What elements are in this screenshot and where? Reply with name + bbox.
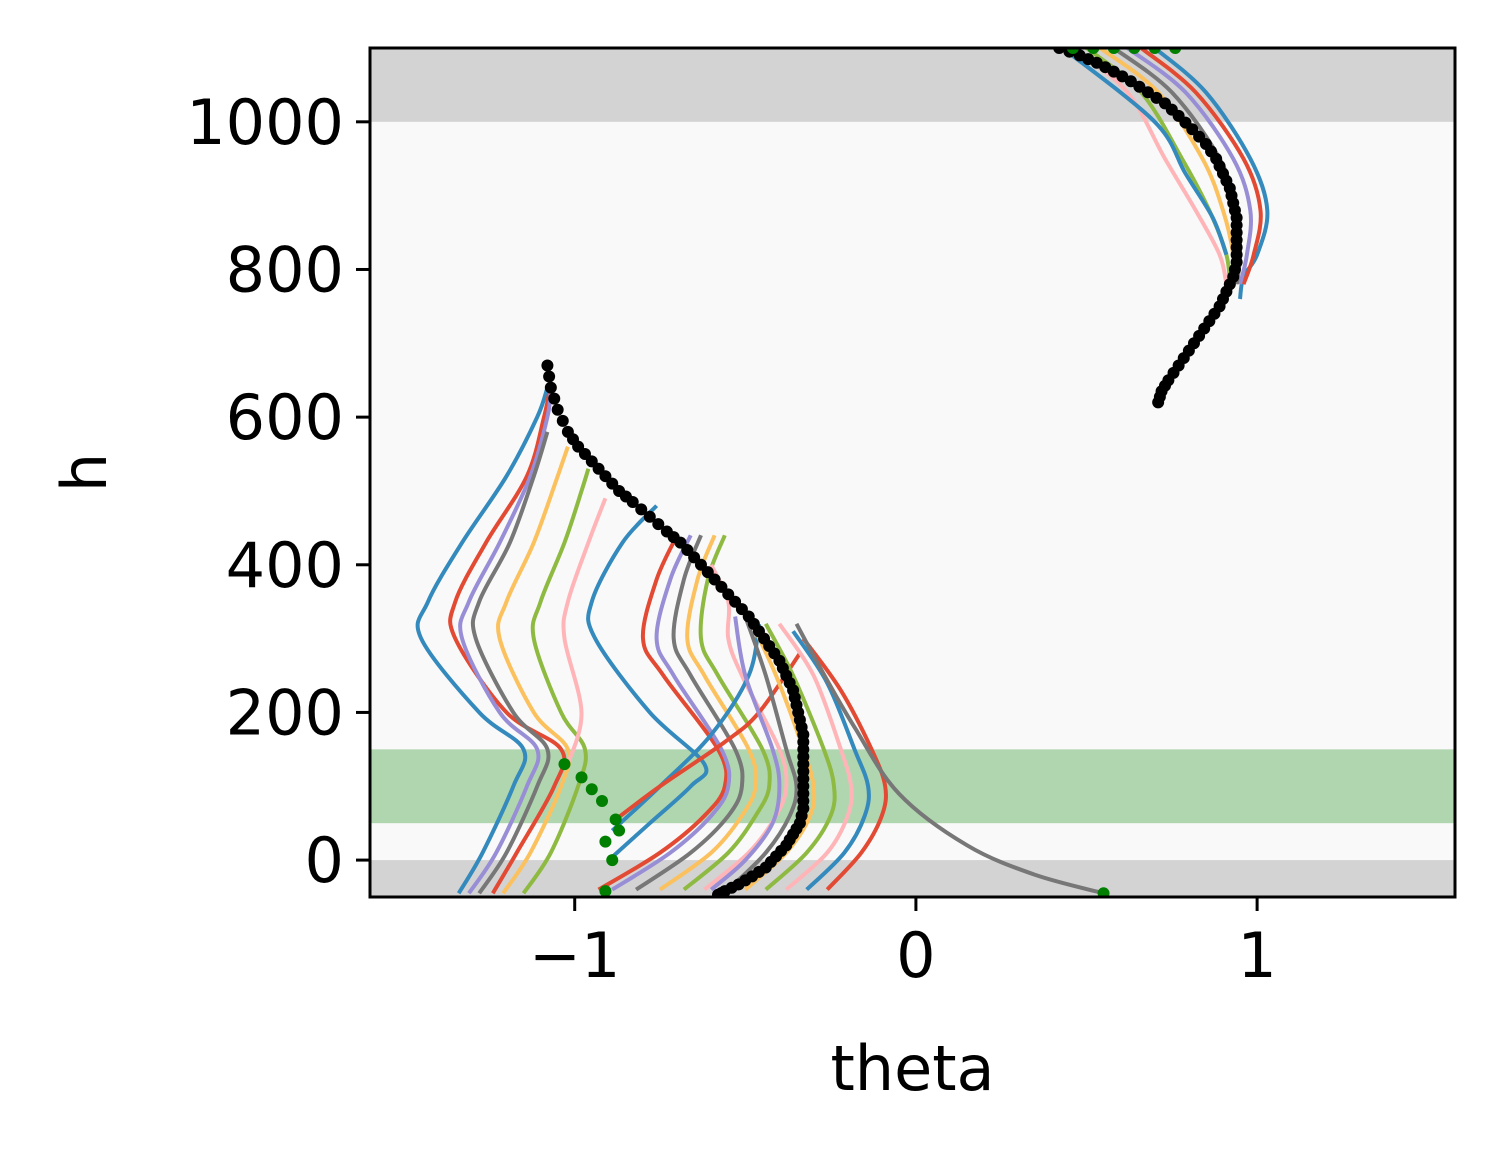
- trajectory-line: [1126, 48, 1253, 285]
- trajectory-line: [610, 623, 761, 833]
- trajectory-line: [614, 652, 802, 822]
- endpoint-marker: [575, 771, 588, 784]
- trajectory-point: [1133, 80, 1146, 93]
- trajectory-point: [1141, 86, 1154, 99]
- y-tick-label: 1000: [186, 86, 344, 159]
- trajectory-line: [726, 615, 799, 892]
- trajectory-point: [626, 496, 639, 509]
- trajectory-line: [458, 387, 553, 895]
- trajectory-point: [551, 403, 564, 416]
- endpoint-marker: [606, 854, 619, 867]
- y-tick-label: 0: [305, 824, 344, 897]
- trajectory-line: [1139, 48, 1263, 285]
- trajectory-point: [548, 392, 561, 405]
- band: [370, 860, 1455, 897]
- y-axis-label: h: [48, 453, 121, 492]
- trajectory-point: [635, 503, 648, 516]
- y-axis: 0 200 400 600 800 1000: [186, 86, 370, 897]
- trajectory-line: [682, 534, 772, 892]
- trajectory-point: [1152, 396, 1165, 409]
- endpoint-marker: [585, 783, 598, 796]
- trajectory-lines: [415, 48, 1270, 896]
- y-tick-label: 800: [226, 233, 344, 306]
- plot-frame: [368, 46, 1457, 899]
- endpoint-marker: [613, 824, 626, 837]
- trajectory-point: [652, 518, 665, 531]
- trajectory-line: [634, 534, 745, 892]
- trajectory-line: [611, 534, 732, 892]
- x-axis: −1 0 1: [529, 897, 1277, 992]
- trajectory-line: [709, 616, 782, 892]
- trajectory-point: [541, 359, 554, 372]
- trajectory-line: [470, 431, 551, 895]
- trajectory-line: [415, 386, 550, 895]
- x-tick-label: −1: [529, 919, 620, 992]
- endpoint-marker: [599, 835, 612, 848]
- trajectory-line: [777, 622, 854, 892]
- y-tick-label: 600: [226, 381, 344, 454]
- trajectory-line: [801, 637, 888, 891]
- endpoint-marker: [558, 758, 571, 771]
- x-tick-label: 1: [1237, 919, 1276, 992]
- trajectory-line: [658, 534, 759, 892]
- trajectory-point: [543, 370, 556, 383]
- trajectory-point: [556, 414, 569, 427]
- plot-area: [368, 46, 1457, 899]
- trajectory-line: [496, 446, 572, 895]
- trajectory-point: [1150, 91, 1163, 104]
- trajectory-line: [764, 622, 837, 892]
- band: [370, 48, 1455, 122]
- trajectory-point: [712, 888, 725, 897]
- trajectory-line: [794, 622, 1105, 896]
- trajectory-line: [1071, 48, 1229, 285]
- y-tick-label: 400: [226, 529, 344, 602]
- endpoint-marker: [1097, 887, 1110, 897]
- trajectory-line: [521, 468, 591, 895]
- trajectory-line: [586, 504, 709, 862]
- trajectory-line: [1061, 48, 1229, 256]
- trajectory-point: [544, 381, 557, 394]
- trajectory-point: [1124, 75, 1137, 88]
- trajectory-point: [643, 510, 656, 523]
- trajectory-line: [448, 383, 567, 895]
- trajectory-line: [561, 497, 608, 765]
- endpoint-marker: [599, 885, 612, 897]
- endpoint-marker: [609, 813, 622, 826]
- y-tick-label: 200: [226, 676, 344, 749]
- endpoint-marker: [596, 795, 609, 808]
- x-tick-label: 0: [896, 919, 935, 992]
- trajectory-markers: [541, 48, 1243, 897]
- band: [370, 749, 1455, 824]
- x-axis-label: theta: [830, 1032, 994, 1105]
